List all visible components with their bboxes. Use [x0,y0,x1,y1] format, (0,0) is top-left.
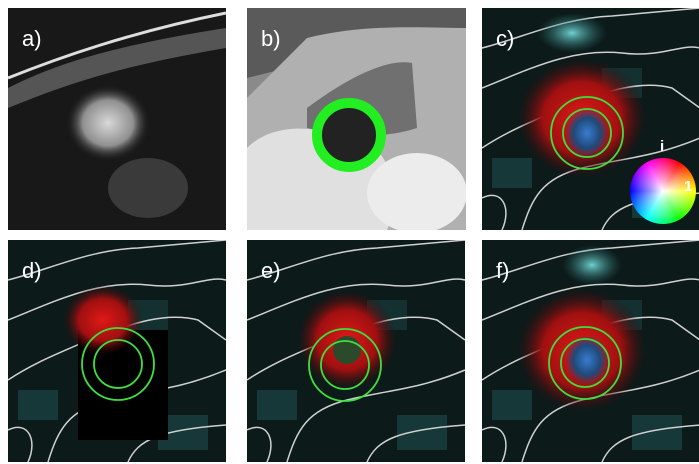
wheel-imag-label: i [660,138,664,155]
panel-label: c) [496,26,514,51]
panel-label: e) [261,258,281,283]
panel-f: f) [482,240,699,462]
panel-e: e) [247,240,465,462]
panel-b: b) [247,8,467,233]
panel-a: a) [8,8,226,230]
panel-label: b) [261,26,281,51]
wheel-real-label: 1 [684,178,692,195]
panel-d: d) [8,240,226,462]
figure: a) b) c) d) e) [0,0,699,464]
figure-panels: a) b) c) d) e) [0,0,699,464]
panel-label: a) [22,26,42,51]
panel-label: f) [496,258,509,283]
panel-label: d) [22,258,42,283]
